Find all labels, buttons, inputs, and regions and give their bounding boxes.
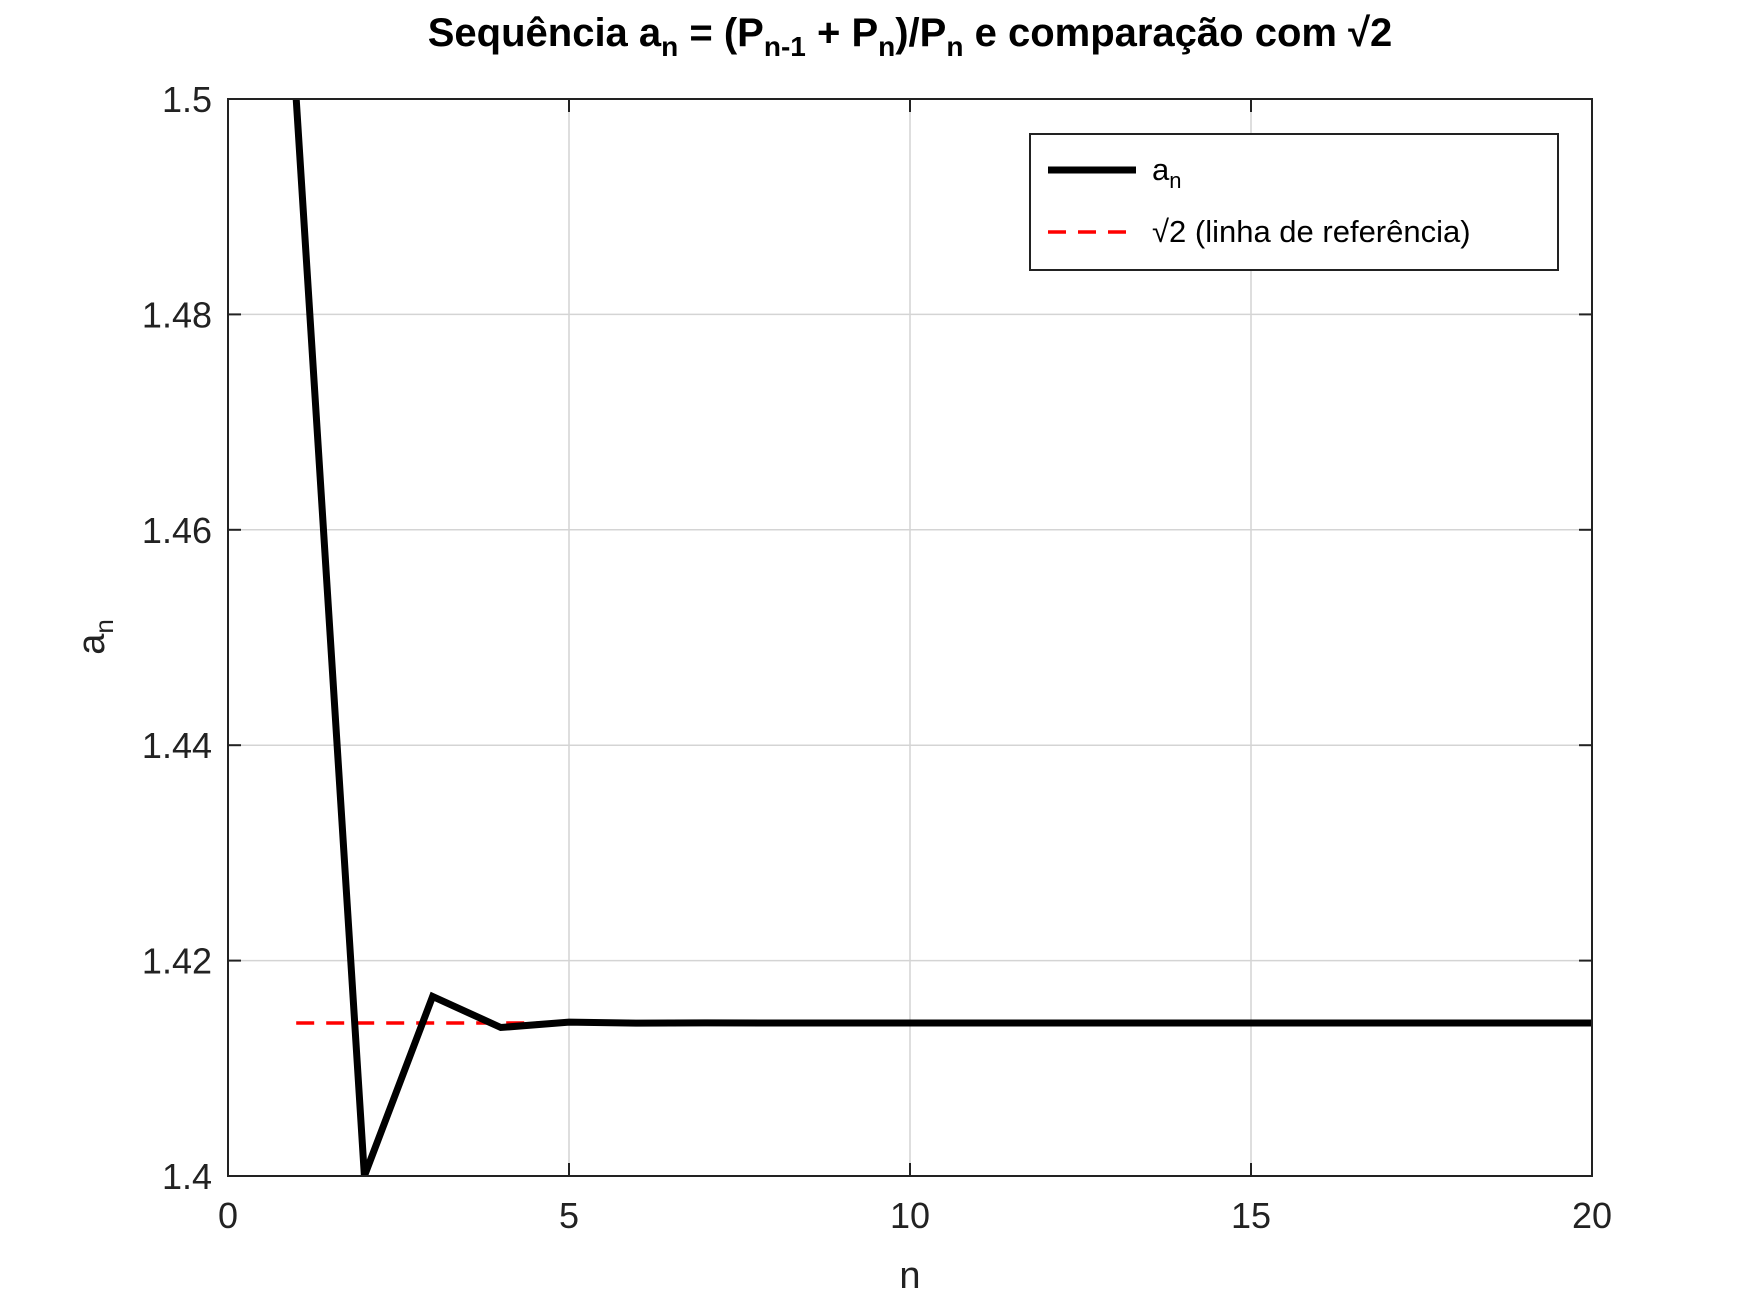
legend-box [1029,133,1559,271]
x-tick-label: 10 [890,1195,930,1236]
y-tick-label: 1.48 [142,294,212,335]
legend-label-an: an [1152,152,1182,193]
x-tick-label: 20 [1572,1195,1612,1236]
y-axis-label: an [71,619,119,655]
x-tick-label: 0 [218,1195,238,1236]
legend-label-sqrt2: √2 (linha de referência) [1152,214,1471,249]
x-tick-label: 15 [1231,1195,1271,1236]
series-group [292,99,1592,1176]
x-tick-label: 5 [559,1195,579,1236]
tick-labels: 0 5 10 15 20 1.4 1.42 1.44 1.46 1.48 1.5 [142,79,1612,1236]
plot-frame [227,98,1593,1177]
y-tick-label: 1.5 [162,79,212,120]
y-tick-label: 1.44 [142,725,212,766]
legend: an √2 (linha de referência) [1029,133,1559,271]
y-tick-label: 1.4 [162,1156,212,1197]
series-line-an [292,99,1592,1176]
y-tick-label: 1.46 [142,510,212,551]
y-tick-label: 1.42 [142,941,212,982]
x-axis-label: n [899,1255,920,1297]
chart-title: Sequência an = (Pn-1 + Pn)/Pn e comparaç… [428,11,1393,62]
